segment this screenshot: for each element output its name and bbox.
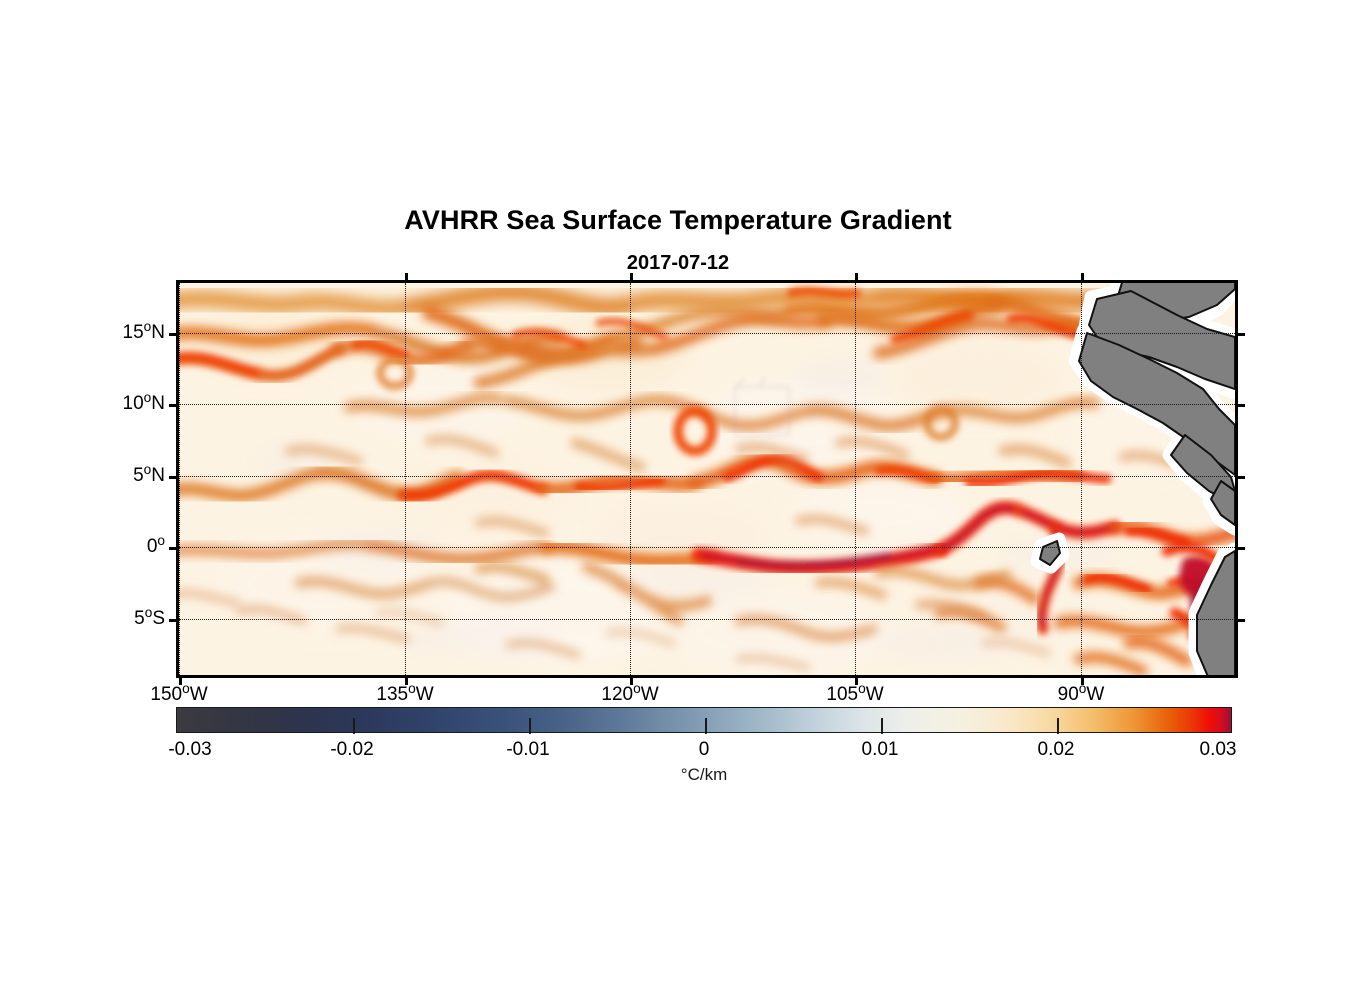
xtick-hemisphere: W (1086, 684, 1105, 705)
xtick-value: 120 (601, 684, 634, 705)
ytick-value: 5 (133, 465, 144, 486)
degree-symbol: o (143, 389, 152, 405)
xtick-value: 90 (1057, 684, 1079, 705)
xtick-mark-90W (1081, 675, 1084, 685)
xtick-mark-150W (179, 675, 182, 685)
xtick-label-90W: 90oW (1057, 680, 1105, 706)
sst-gradient-field (179, 283, 1235, 675)
map-data-layer (179, 283, 1235, 675)
xtick-mark-top-120W (630, 273, 633, 283)
xtick-mark-top-135W (405, 273, 408, 283)
ytick-label-5N: 5oN (133, 461, 165, 487)
xtick-label-135W: 135oW (376, 680, 434, 706)
xtick-label-105W: 105oW (826, 680, 884, 706)
figure-subtitle-date: 2017-07-12 (626, 252, 730, 274)
ytick-label-5S: 5oS (134, 604, 165, 630)
colorbar-label-neg002: -0.02 (330, 739, 374, 760)
colorbar-label-zero: 0 (698, 739, 710, 760)
colorbar-tick-neg001 (529, 718, 531, 734)
ytick-label-15N: 15oN (122, 318, 165, 344)
colorbar-label-pos003: 0.03 (1199, 739, 1237, 760)
page-title: AVHRR Sea Surface Temperature Gradient (404, 205, 952, 235)
xtick-label-150W: 150oW (150, 680, 208, 706)
colorbar-gradient[interactable] (176, 707, 1232, 734)
colorbar-group: -0.03 -0.02 -0.01 0 0.01 0.02 0.03 °C/km (168, 707, 1236, 784)
ytick-mark-right-0 (1235, 547, 1245, 550)
xtick-hemisphere: W (865, 684, 884, 705)
colorbar-label-neg001: -0.01 (506, 739, 550, 760)
xtick-mark-105W (855, 675, 858, 685)
colorbar-label-pos002: 0.02 (1037, 739, 1075, 760)
xtick-mark-top-90W (1081, 273, 1084, 283)
xtick-hemisphere: W (640, 684, 659, 705)
xtick-value: 105 (826, 684, 859, 705)
map-axes[interactable]: 15oN 10oN 5oN 0o 5oS 150oW 135oW 120oW 1… (123, 273, 1245, 705)
ytick-label-10N: 10oN (122, 389, 165, 415)
xtick-value: 150 (150, 684, 183, 705)
xtick-mark-120W (630, 675, 633, 685)
degree-symbol: o (858, 680, 866, 696)
ytick-value: 15 (122, 322, 144, 343)
ytick-mark-0 (169, 547, 179, 550)
ytick-label-0: 0o (146, 532, 165, 558)
degree-symbol: o (182, 680, 190, 696)
ytick-value: 10 (122, 393, 144, 414)
ytick-mark-5S (169, 619, 179, 622)
colorbar-tick-zero (705, 718, 707, 734)
xtick-label-120W: 120oW (601, 680, 659, 706)
colorbar-tick-pos001 (881, 718, 883, 734)
degree-symbol: o (633, 680, 641, 696)
colorbar-tick-neg002 (353, 718, 355, 734)
ytick-hemisphere: N (151, 322, 165, 343)
ytick-mark-right-5N (1235, 476, 1245, 479)
xtick-hemisphere: W (415, 684, 434, 705)
xtick-value: 135 (376, 684, 409, 705)
degree-symbol: o (143, 461, 152, 477)
degree-symbol: o (157, 532, 165, 548)
degree-symbol: o (143, 318, 152, 334)
xtick-mark-top-105W (855, 273, 858, 283)
colorbar-label-pos001: 0.01 (861, 739, 899, 760)
ytick-hemisphere: N (151, 465, 165, 486)
ytick-mark-15N (169, 333, 179, 336)
ytick-hemisphere: S (152, 608, 165, 629)
colorbar-tick-pos002 (1057, 718, 1059, 734)
ytick-value: 0 (146, 536, 158, 557)
xtick-hemisphere: W (189, 684, 208, 705)
ytick-value: 5 (134, 608, 145, 629)
ytick-mark-5N (169, 476, 179, 479)
degree-symbol: o (408, 680, 416, 696)
ytick-hemisphere: N (151, 393, 165, 414)
degree-symbol: o (1078, 680, 1087, 696)
ytick-mark-10N (169, 404, 179, 407)
colorbar-unit-label: °C/km (680, 765, 728, 784)
colorbar-label-neg003: -0.03 (168, 739, 212, 760)
degree-symbol: o (144, 604, 153, 620)
xtick-mark-135W (405, 675, 408, 685)
ytick-mark-right-5S (1235, 619, 1245, 622)
ytick-mark-right-10N (1235, 404, 1245, 407)
ytick-mark-right-15N (1235, 333, 1245, 336)
